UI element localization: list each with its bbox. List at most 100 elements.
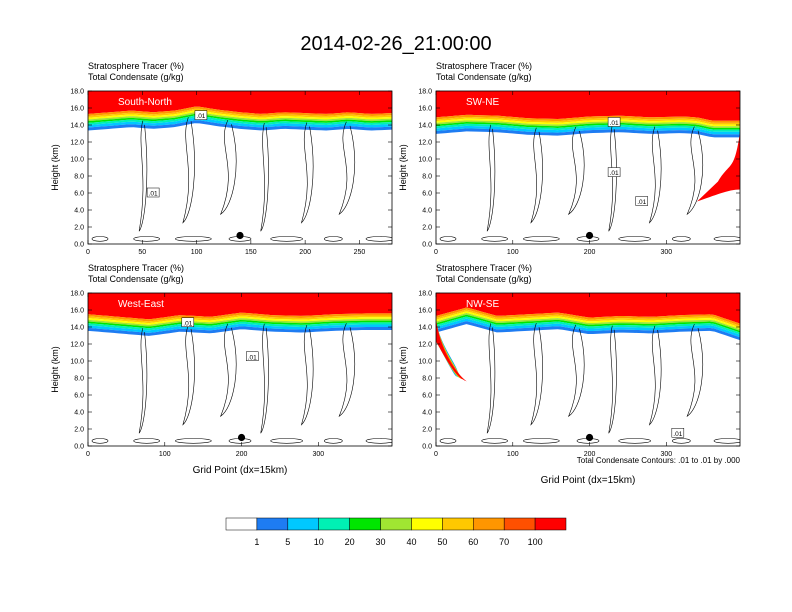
panel-label: West-East: [118, 299, 164, 310]
tracer-intrusion: [697, 132, 740, 202]
contour-blob: [439, 438, 457, 444]
y-tick-label: 8.0: [74, 174, 84, 181]
colorbar-swatch: [503, 517, 536, 531]
x-tick-label: 200: [584, 249, 596, 256]
contour-line: [608, 325, 617, 434]
colorbar-swatch: [473, 517, 505, 531]
tracer-band: [88, 106, 392, 117]
contour-blob: [618, 438, 651, 444]
x-tick-label: 100: [507, 451, 519, 458]
x-tick-label: 300: [660, 451, 672, 458]
contour-blob: [91, 236, 109, 242]
tracer-band: [88, 319, 392, 329]
tracer-band: [88, 314, 392, 324]
panel-header-line: Stratosphere Tracer (%): [436, 263, 532, 273]
y-tick-label: 4.0: [74, 208, 84, 215]
contour-label: .01: [248, 354, 257, 361]
condensate-contours: [91, 117, 392, 242]
colorbar-swatch: [225, 517, 258, 531]
contour-line: [686, 126, 703, 216]
contour-label-box: [194, 110, 208, 120]
chart-panel-2: Stratosphere Tracer (%)Total Condensate …: [398, 61, 741, 256]
contour-line: [648, 126, 662, 224]
contour-label: .01: [183, 320, 192, 327]
colorbar-label: 5: [285, 537, 290, 547]
tracer-band: [88, 321, 392, 331]
tracer-band: [436, 120, 740, 128]
y-tick-label: 14.0: [70, 123, 84, 130]
x-tick-label: 50: [138, 249, 146, 256]
location-marker: [585, 433, 594, 442]
tracer-band: [436, 116, 740, 125]
contour-line: [300, 324, 314, 426]
tracer-band-100: [436, 293, 740, 324]
contour-blob: [439, 236, 457, 242]
y-tick-label: 14.0: [70, 325, 84, 332]
x-axis-label: Grid Point (dx=15km): [193, 465, 288, 476]
x-tick-label: 200: [236, 451, 248, 458]
contour-label-box: [635, 196, 648, 206]
tracer-band-100: [88, 91, 392, 114]
tracer-band: [88, 108, 392, 118]
x-tick-label: 150: [245, 249, 257, 256]
y-tick-label: 12.0: [70, 342, 84, 349]
plot-frame: [435, 90, 741, 245]
contour-blob: [481, 438, 508, 444]
y-tick-label: 0.0: [422, 242, 432, 249]
contour-blob: [672, 236, 691, 242]
y-tick-label: 18.0: [418, 291, 432, 298]
x-tick-label: 0: [86, 451, 90, 458]
y-tick-label: 14.0: [418, 325, 432, 332]
colorbar-swatch: [318, 517, 350, 531]
colorbar-swatch: [534, 517, 567, 531]
y-tick-label: 12.0: [418, 140, 432, 147]
x-tick-label: 200: [584, 451, 596, 458]
tracer-field: [88, 293, 392, 444]
x-tick-label: 0: [86, 249, 90, 256]
y-axis-label: Height (km): [398, 144, 408, 191]
colorbar-label: 30: [376, 537, 386, 547]
y-tick-label: 6.0: [422, 191, 432, 198]
figure-title: 2014-02-26_21:00:00: [300, 33, 491, 55]
panel-header-line: Stratosphere Tracer (%): [88, 61, 184, 71]
colorbar-swatch: [380, 517, 412, 531]
x-tick-label: 0: [434, 451, 438, 458]
y-axis-label: Height (km): [398, 346, 408, 393]
contour-blob: [270, 236, 303, 242]
y-tick-label: 10.0: [418, 359, 432, 366]
contour-blob: [713, 438, 740, 444]
contour-line: [486, 124, 496, 232]
tracer-band: [436, 114, 740, 123]
contour-line: [138, 328, 148, 434]
panel-label: NW-SE: [466, 299, 499, 310]
contour-line: [686, 323, 703, 418]
contour-line: [138, 120, 148, 232]
contour-note: Total Condensate Contours: .01 to .01 by…: [577, 456, 741, 465]
colorbar-label: 60: [468, 537, 478, 547]
condensate-contours: [91, 323, 392, 444]
condensate-contours: [439, 124, 740, 242]
y-tick-label: 18.0: [70, 89, 84, 96]
contour-blob: [324, 236, 343, 242]
y-tick-label: 10.0: [70, 359, 84, 366]
panel-header-line: Total Condensate (g/kg): [436, 72, 532, 82]
tracer-band: [436, 311, 740, 330]
colorbar-swatch: [442, 517, 474, 531]
panel-header-line: Stratosphere Tracer (%): [436, 61, 532, 71]
y-tick-label: 18.0: [418, 89, 432, 96]
x-tick-label: 100: [159, 451, 171, 458]
colorbar-swatch: [349, 517, 381, 531]
tracer-band: [436, 125, 740, 135]
contour-blob: [523, 236, 560, 242]
contour-line: [567, 126, 585, 216]
colorbar: 1 5 10 20 30 40 50 60 70 100: [225, 517, 567, 547]
contour-label: .01: [673, 431, 682, 438]
contour-blob: [523, 438, 560, 444]
y-tick-label: 0.0: [74, 242, 84, 249]
colorbar-label: 70: [499, 537, 509, 547]
contour-line: [530, 127, 543, 224]
tracer-band: [436, 313, 740, 331]
y-tick-label: 12.0: [418, 342, 432, 349]
panel-label: South-North: [118, 97, 172, 108]
tracer-band: [88, 312, 392, 322]
